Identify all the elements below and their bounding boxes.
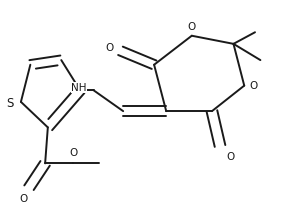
Text: S: S (6, 96, 13, 109)
Text: O: O (188, 22, 196, 32)
Text: NH: NH (71, 83, 87, 93)
Text: O: O (250, 81, 258, 91)
Text: O: O (69, 148, 78, 158)
Text: O: O (227, 152, 235, 162)
Text: O: O (20, 194, 28, 203)
Text: O: O (105, 43, 114, 53)
